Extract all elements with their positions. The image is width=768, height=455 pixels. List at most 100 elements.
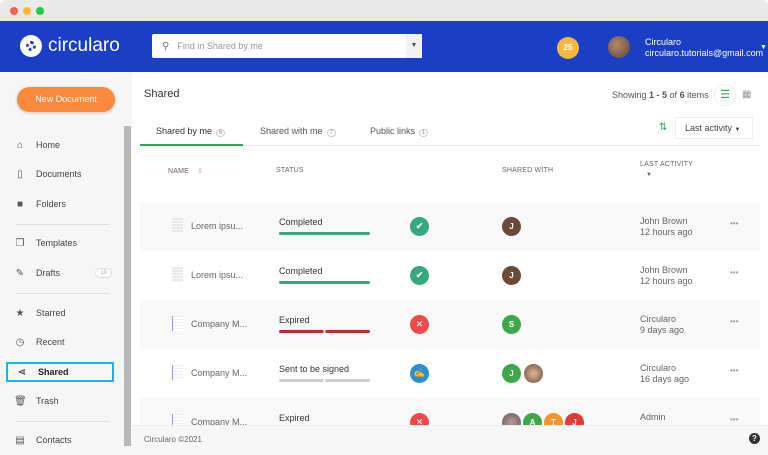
tab-divider xyxy=(140,145,760,146)
table-row[interactable]: Lorem ipsu... Completed ✔ J John Brown 12… xyxy=(140,251,760,300)
status-progress-bar xyxy=(279,330,370,333)
status-label: Sent to be signed xyxy=(279,364,350,374)
document-name[interactable]: Company M... xyxy=(191,417,248,425)
list-view-icon[interactable]: ☰ xyxy=(714,84,736,106)
column-label: NAME xyxy=(168,168,190,175)
last-activity: Circularo 16 days ago xyxy=(640,363,689,385)
sidebar-item-recent[interactable]: ◷ Recent xyxy=(6,332,114,352)
avatar[interactable]: J xyxy=(502,217,521,236)
new-document-button[interactable]: New Document xyxy=(17,87,115,112)
document-icon: ▯ xyxy=(17,168,23,180)
showing-of: of xyxy=(667,90,680,100)
x-icon: ✕ xyxy=(410,413,429,425)
activity-time: 12 hours ago xyxy=(640,276,693,286)
last-activity: John Brown 12 hours ago xyxy=(640,265,693,287)
brand-name: circularo xyxy=(48,35,120,56)
document-thumbnail-icon xyxy=(172,365,183,380)
sort-icon: ⇕ xyxy=(197,168,204,175)
window-titlebar xyxy=(0,0,768,21)
avatar[interactable]: J xyxy=(502,364,521,383)
more-options-icon[interactable]: ••• xyxy=(730,219,739,228)
main-content: Shared Showing 1 - 5 of 6 items ☰ ▦ Shar… xyxy=(132,72,768,425)
sort-desc-icon: ▼ xyxy=(646,172,653,178)
sort-order-icon[interactable]: ⇅ xyxy=(659,122,668,133)
close-window-button[interactable] xyxy=(10,7,18,15)
column-header-status: STATUS xyxy=(276,167,304,174)
user-avatar[interactable] xyxy=(608,36,630,58)
copyright: Circularo ©2021 xyxy=(144,435,202,444)
tab-label: Shared by me xyxy=(156,126,213,136)
document-name[interactable]: Company M... xyxy=(191,368,248,378)
avatar[interactable]: T xyxy=(544,413,563,425)
table-row[interactable]: Company M... Expired ✕ S Circularo 9 days… xyxy=(140,300,760,349)
sidebar-item-starred[interactable]: ★ Starred xyxy=(6,303,114,323)
more-options-icon[interactable]: ••• xyxy=(730,317,739,326)
column-header-shared-with: SHARED WITH xyxy=(502,167,554,174)
sidebar-scrollbar[interactable] xyxy=(124,126,131,446)
search-input[interactable]: ⚲ Find in Shared by me ▼ xyxy=(152,34,422,58)
status-progress-bar xyxy=(279,281,370,284)
grid-view-icon[interactable]: ▦ xyxy=(742,89,752,100)
more-options-icon[interactable]: ••• xyxy=(730,268,739,277)
sidebar-item-label: Contacts xyxy=(36,435,72,445)
divider xyxy=(16,293,110,294)
folder-icon: ■ xyxy=(16,198,24,210)
activity-time: 9 days ago xyxy=(640,325,685,335)
column-label: LAST ACTIVITY xyxy=(640,161,694,168)
column-header-name[interactable]: NAME ⇕ xyxy=(168,167,203,175)
more-options-icon[interactable]: ••• xyxy=(730,366,739,375)
search-placeholder: Find in Shared by me xyxy=(177,41,263,51)
column-header-last-activity[interactable]: LAST ACTIVITY ▼ xyxy=(640,161,693,178)
document-thumbnail-icon xyxy=(172,316,183,331)
more-options-icon[interactable]: ••• xyxy=(730,415,739,424)
star-icon: ★ xyxy=(15,307,25,319)
clock-icon: ◷ xyxy=(15,336,25,348)
sort-select[interactable]: Last activity ▼ xyxy=(675,117,753,139)
minimize-window-button[interactable] xyxy=(23,7,31,15)
avatar[interactable]: J xyxy=(565,413,584,425)
tab-shared-by-me[interactable]: Shared by me 6 xyxy=(156,126,226,137)
footer: Circularo ©2021 ? xyxy=(132,425,768,455)
sidebar-item-trash[interactable]: 🗑 Trash xyxy=(6,391,114,411)
user-menu[interactable]: Circularo circularo.tutorials@gmail.com xyxy=(645,37,763,59)
tab-public-links[interactable]: Public links 1 xyxy=(370,126,429,137)
table-row[interactable]: Company M... Sent to be signed ✍ J Circu… xyxy=(140,349,760,398)
avatar[interactable]: S xyxy=(502,315,521,334)
document-name[interactable]: Lorem ipsu... xyxy=(191,221,244,231)
sidebar-item-contacts[interactable]: ▤ Contacts xyxy=(6,430,114,450)
search-options-dropdown[interactable]: ▼ xyxy=(406,34,422,58)
maximize-window-button[interactable] xyxy=(36,7,44,15)
search-icon: ⚲ xyxy=(162,40,170,52)
brand-logo[interactable]: circularo xyxy=(20,35,120,57)
sidebar-item-drafts[interactable]: ✎ Drafts 10 xyxy=(6,263,114,283)
chevron-down-icon[interactable]: ▼ xyxy=(760,44,767,51)
avatar[interactable]: A xyxy=(523,413,542,425)
activity-user: Circularo xyxy=(640,314,677,324)
notifications-badge[interactable]: 25 xyxy=(557,37,579,59)
avatar-photo[interactable] xyxy=(524,364,543,383)
sidebar-item-label: Documents xyxy=(36,169,82,179)
sidebar-item-templates[interactable]: ❐ Templates xyxy=(6,233,114,253)
sidebar-item-shared[interactable]: ⋖ Shared xyxy=(6,362,114,382)
sort-value: Last activity xyxy=(685,123,733,133)
activity-time: 16 days ago xyxy=(640,374,690,384)
table-row[interactable]: Company M... Expired ✕ A T J Admin ••• xyxy=(140,398,760,425)
last-activity: Admin xyxy=(640,412,666,423)
user-email: circularo.tutorials@gmail.com xyxy=(645,48,764,58)
pagination-summary: Showing 1 - 5 of 6 items xyxy=(612,90,709,100)
help-icon[interactable]: ? xyxy=(749,433,760,444)
avatar[interactable]: J xyxy=(502,266,521,285)
document-name[interactable]: Lorem ipsu... xyxy=(191,270,244,280)
sidebar-item-folders[interactable]: ■ Folders xyxy=(6,194,114,214)
last-activity: Circularo 9 days ago xyxy=(640,314,684,336)
status-progress-bar xyxy=(279,232,370,235)
templates-icon: ❐ xyxy=(15,237,25,249)
trash-icon: 🗑 xyxy=(14,395,27,407)
table-row[interactable]: Lorem ipsu... Completed ✔ J John Brown 12… xyxy=(140,202,760,251)
document-name[interactable]: Company M... xyxy=(191,319,248,329)
sidebar-item-documents[interactable]: ▯ Documents xyxy=(6,164,114,184)
avatar-photo[interactable] xyxy=(502,413,521,425)
sidebar-item-home[interactable]: ⌂ Home xyxy=(6,135,114,155)
showing-total: 6 xyxy=(679,90,685,100)
tab-shared-with-me[interactable]: Shared with me 7 xyxy=(260,126,336,137)
